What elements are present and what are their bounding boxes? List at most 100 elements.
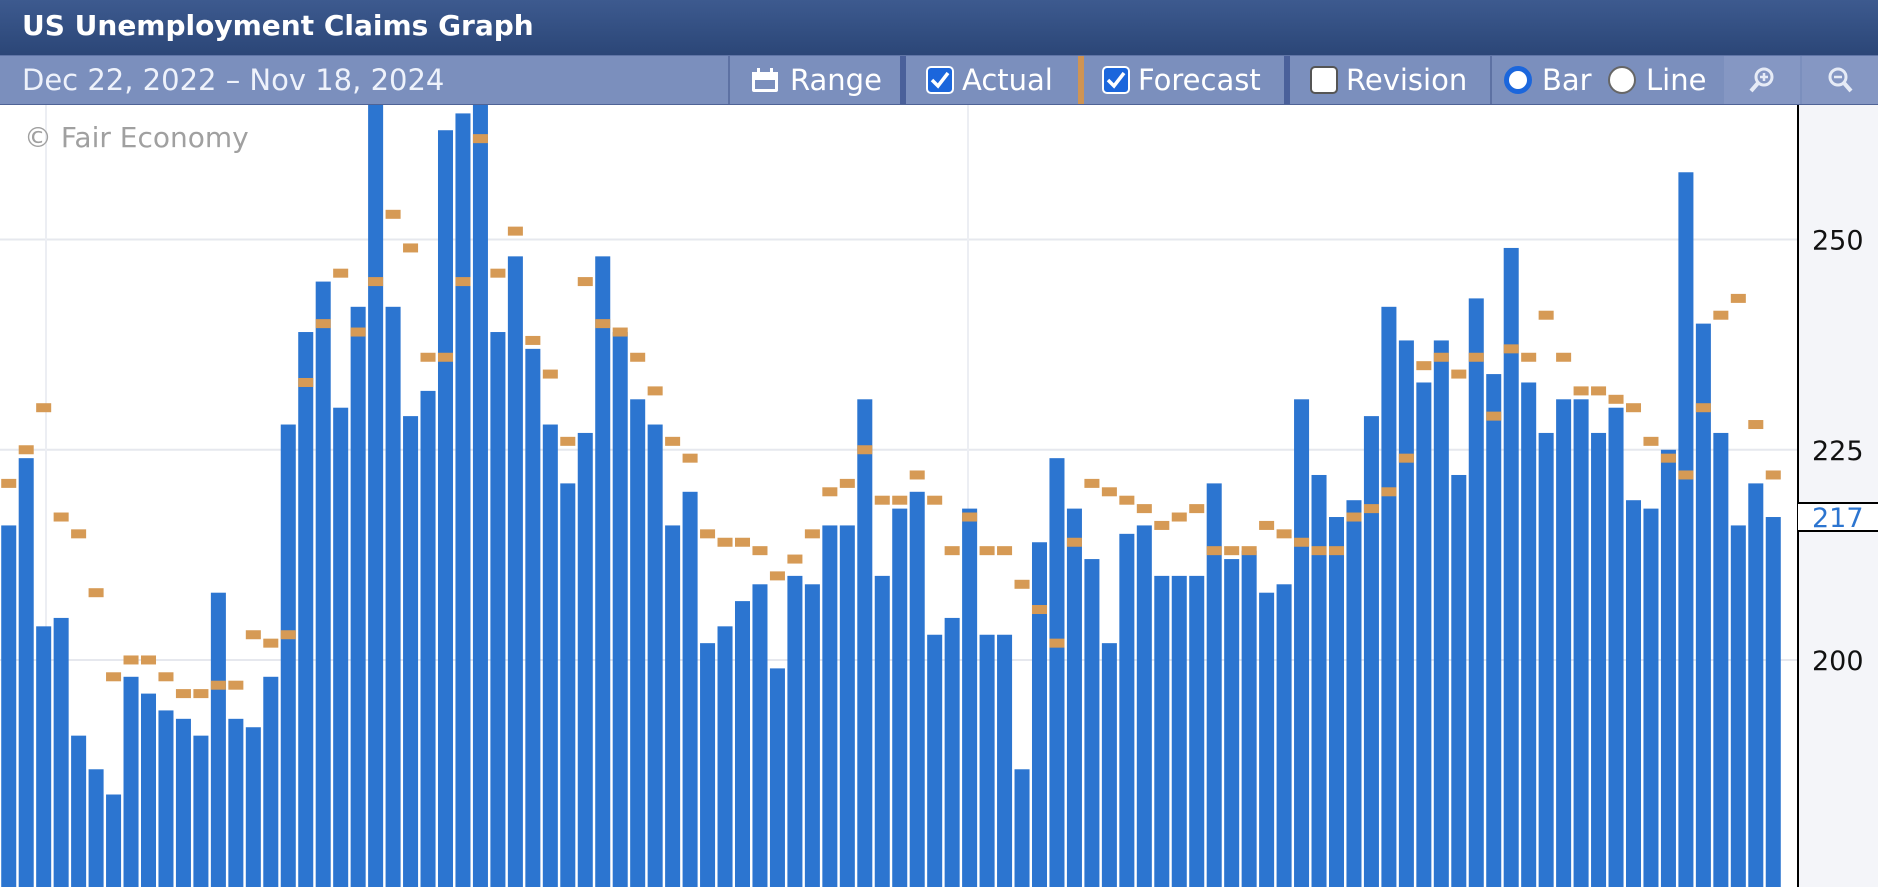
actual-toggle[interactable]: Actual [926,56,1053,104]
forecast-marker [437,352,454,362]
forecast-marker [1206,546,1222,556]
forecast-marker [1154,520,1170,530]
forecast-marker [1224,546,1240,556]
forecast-marker [665,436,681,446]
zoom-out-button[interactable] [1802,56,1878,104]
forecast-marker [804,529,820,539]
actual-bar [36,626,52,887]
line-view-option[interactable]: Line [1608,56,1706,104]
check-icon [930,71,950,89]
forecast-marker [53,512,69,522]
actual-bar [1381,306,1397,887]
forecast-checkbox[interactable] [1102,66,1130,94]
forecast-marker [315,319,331,329]
forecast-marker [472,134,488,144]
forecast-marker [1363,504,1379,514]
forecast-marker [560,436,576,446]
forecast-marker [36,403,52,413]
forecast-marker [962,512,978,522]
forecast-marker [193,689,209,699]
actual-bar [455,113,471,887]
actual-bar [892,508,908,887]
actual-bar [1154,575,1170,887]
forecast-marker [298,377,314,387]
chart-title: US Unemployment Claims Graph [22,9,534,42]
actual-bar [1521,382,1537,887]
actual-bar [647,424,663,887]
forecast-marker [106,672,122,682]
actual-bar [1031,542,1048,887]
actual-bar [1276,584,1292,887]
actual-bar [1678,172,1694,887]
actual-bar [962,508,978,887]
forecast-marker [1136,504,1152,514]
forecast-marker [403,243,419,253]
forecast-marker [1660,453,1676,463]
zoom-out-icon [1828,67,1853,93]
revision-toggle[interactable]: Revision [1310,56,1467,104]
actual-bar [1730,525,1746,887]
forecast-marker [577,277,593,287]
forecast-marker [1556,352,1572,362]
actual-bar [1241,550,1257,887]
actual-bar [368,105,384,887]
forecast-marker [368,277,384,287]
actual-bar [1363,416,1379,887]
actual-bar [1224,559,1240,887]
forecast-marker [18,445,34,455]
claims-chart: 200 225 250 217 © Fair Economy [0,105,1878,887]
actual-bar [1259,592,1275,887]
actual-bar [437,130,454,887]
forecast-marker [1084,478,1100,488]
actual-bar [1556,399,1572,887]
actual-bar [1713,432,1729,887]
forecast-marker [752,546,768,556]
actual-bar [1416,382,1432,887]
bar-radio[interactable] [1504,66,1532,94]
actual-bar [1311,474,1327,887]
actual-bar [612,332,628,887]
actual-bar [857,399,873,887]
actual-bar [1591,432,1607,887]
actual-bar [420,390,436,887]
forecast-marker [123,655,139,665]
actual-bar [595,256,611,887]
forecast-markers [1,134,1781,699]
forecast-toggle[interactable]: Forecast [1102,56,1261,104]
forecast-marker [1451,369,1467,379]
forecast-marker [1,478,17,488]
revision-checkbox[interactable] [1310,66,1338,94]
forecast-marker [245,630,261,640]
actual-bar [1328,517,1345,887]
actual-bar [1171,575,1187,887]
actual-bar [123,676,139,887]
zoom-in-icon [1749,67,1774,93]
forecast-marker [1119,495,1135,505]
range-button[interactable]: Range [750,56,882,104]
y-axis-ticks: 200 225 250 [1812,226,1864,677]
actual-checkbox[interactable] [926,66,954,94]
actual-bar [909,491,925,887]
actual-bar [717,626,733,887]
forecast-marker [1259,520,1275,530]
actual-bar [193,735,209,887]
forecast-marker [1398,453,1414,463]
actual-bar [53,617,69,887]
bar-view-option[interactable]: Bar [1504,56,1592,104]
forecast-marker [1346,512,1362,522]
actual-bar [385,306,401,887]
actual-bar [682,491,698,887]
zoom-in-button[interactable] [1724,56,1800,104]
forecast-marker [1468,352,1484,362]
forecast-marker [1241,546,1257,556]
line-radio[interactable] [1608,66,1636,94]
actual-bar [18,458,34,887]
actual-bar [1608,407,1624,887]
actual-label: Actual [962,63,1053,97]
actual-bar [1486,374,1502,887]
actual-bar [1660,449,1676,887]
forecast-marker [857,445,873,455]
forecast-marker [1276,529,1292,539]
forecast-marker [1678,470,1694,480]
actual-bar [106,794,122,887]
